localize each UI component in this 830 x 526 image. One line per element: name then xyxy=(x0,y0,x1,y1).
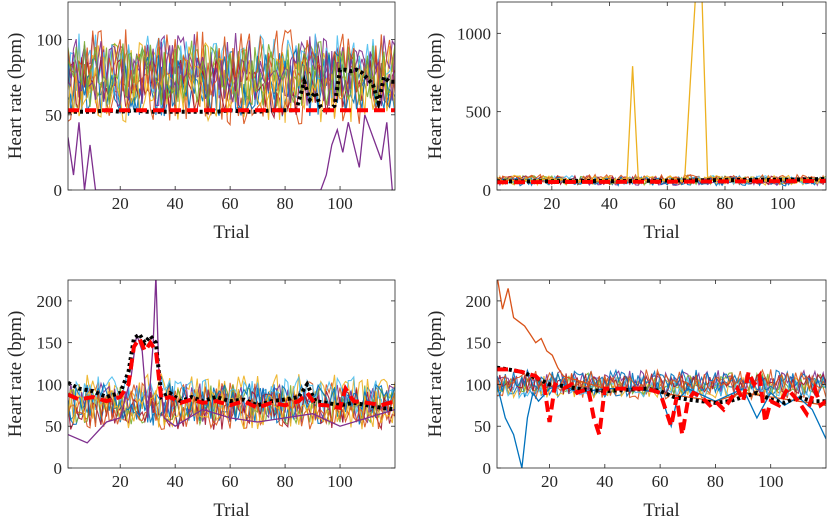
y-tick-label: 50 xyxy=(474,417,491,436)
x-tick-label: 60 xyxy=(222,472,239,491)
y-tick-label: 150 xyxy=(466,334,492,353)
axes-box xyxy=(496,1,827,191)
series-reference-red xyxy=(68,334,395,411)
series-dip-blue xyxy=(497,383,826,468)
y-tick-label: 50 xyxy=(45,106,62,125)
x-tick-label: 20 xyxy=(112,194,129,213)
x-tick-label: 100 xyxy=(758,472,784,491)
subplot-top-left: 20 40 60 80 100 0 50 100 Trial Heart rate (bpm) xyxy=(5,1,396,243)
series-reference-red xyxy=(497,178,826,185)
x-tick-label: 100 xyxy=(770,194,796,213)
plot-area xyxy=(68,280,395,444)
series-spike-purple xyxy=(68,280,395,444)
y-tick-label: 100 xyxy=(37,31,63,50)
plot-area xyxy=(497,2,826,187)
x-tick-label: 80 xyxy=(277,472,294,491)
y-axis-label: Heart rate (bpm) xyxy=(5,311,26,438)
x-tick-label: 40 xyxy=(601,194,618,213)
y-tick-label: 0 xyxy=(54,459,63,478)
axes-box xyxy=(67,1,396,191)
y-tick-label: 500 xyxy=(466,103,492,122)
y-tick-label: 0 xyxy=(483,181,492,200)
trace-8 xyxy=(497,368,826,392)
plot-area xyxy=(497,280,826,468)
x-axis-label: Trial xyxy=(643,222,679,243)
y-axis-label: Heart rate (bpm) xyxy=(425,33,446,160)
trace-11 xyxy=(68,40,395,107)
axes-box xyxy=(496,279,827,469)
trace-9 xyxy=(68,56,395,123)
y-tick-label: 0 xyxy=(54,181,63,200)
subplot-bottom-left: 20 40 60 80 100 0 50 100 150 200 Trial Heart rate (… xyxy=(5,279,396,521)
x-tick-label: 60 xyxy=(222,194,239,213)
y-tick-label: 1000 xyxy=(457,24,491,43)
x-tick-label: 80 xyxy=(277,194,294,213)
x-tick-label: 60 xyxy=(652,472,669,491)
axes-box xyxy=(67,279,396,469)
series-trace-purple-low xyxy=(68,114,393,190)
y-tick-label: 50 xyxy=(45,417,62,436)
trace-7 xyxy=(68,381,395,424)
x-tick-label: 100 xyxy=(327,472,353,491)
x-tick-label: 20 xyxy=(541,472,558,491)
x-tick-label: 60 xyxy=(659,194,676,213)
y-tick-label: 0 xyxy=(483,459,492,478)
x-tick-label: 40 xyxy=(596,472,613,491)
x-axis-label: Trial xyxy=(213,500,249,521)
x-axis-label: Trial xyxy=(643,500,679,521)
x-tick-label: 80 xyxy=(707,472,724,491)
x-tick-label: 40 xyxy=(167,194,184,213)
x-tick-label: 80 xyxy=(716,194,733,213)
x-axis-label: Trial xyxy=(213,222,249,243)
series-spike-trace xyxy=(497,2,826,182)
x-tick-label: 40 xyxy=(167,472,184,491)
x-tick-label: 20 xyxy=(543,194,560,213)
y-tick-label: 200 xyxy=(466,292,492,311)
trace-7 xyxy=(497,368,826,393)
series-reference-red xyxy=(497,365,826,436)
y-tick-label: 100 xyxy=(37,375,63,394)
subplot-bottom-right: 20 40 60 80 100 0 50 100 150 200 Trial Heart rate (… xyxy=(425,279,827,521)
trace-10 xyxy=(68,40,395,107)
y-tick-label: 200 xyxy=(37,292,63,311)
trace-5 xyxy=(497,375,826,401)
y-axis-label: Heart rate (bpm) xyxy=(425,311,446,438)
y-axis-label: Heart rate (bpm) xyxy=(5,33,26,160)
plot-area xyxy=(68,28,395,190)
y-tick-label: 150 xyxy=(37,334,63,353)
x-tick-label: 100 xyxy=(327,194,353,213)
trace-6 xyxy=(497,371,826,397)
x-tick-label: 20 xyxy=(112,472,129,491)
trace-9 xyxy=(68,388,395,430)
y-tick-label: 100 xyxy=(466,375,492,394)
